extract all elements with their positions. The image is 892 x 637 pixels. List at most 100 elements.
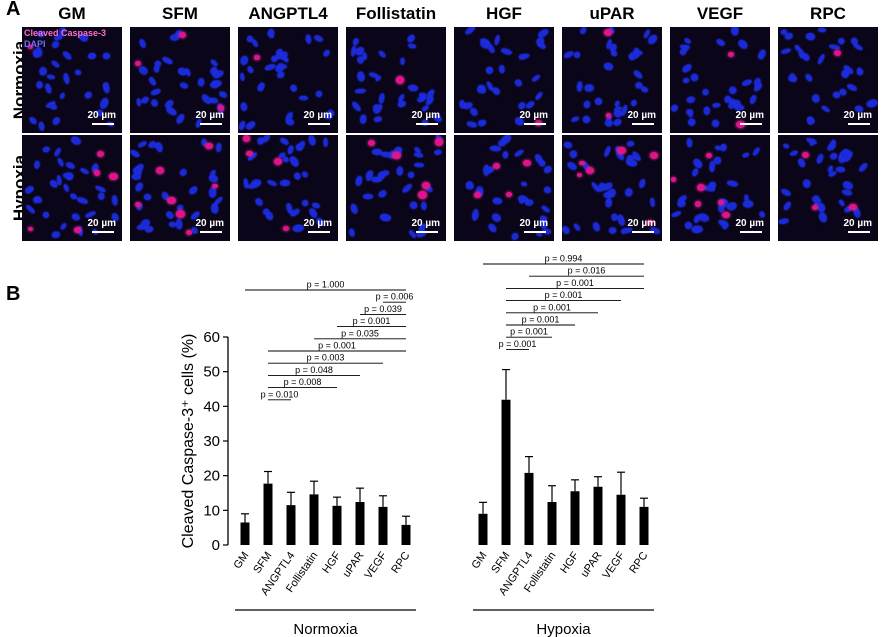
micrograph-normoxia-angptl4: 20 µm [238,27,338,133]
scale-bar-label: 20 µm [87,218,116,229]
legend-cleaved-caspase-3: Cleaved Caspase-3 [24,28,107,38]
micrograph-hypoxia-follistatin: 20 µm [346,135,446,241]
scale-bar-label: 20 µm [87,110,116,121]
group-label-normoxia: Normoxia [293,621,358,637]
y-tick-label: 50 [203,364,220,381]
micrograph-hypoxia-hgf: 20 µm [454,135,554,241]
legend-dapi: DAPI [24,39,46,49]
comparison-p-value: p = 0.003 [307,353,345,363]
scale-bar-line [200,123,222,125]
micrograph-normoxia-sfm: 20 µm [130,27,230,133]
comparison-p-value: p = 0.006 [376,292,414,302]
comparison-p-value: p = 1.000 [307,280,345,290]
x-tick-label: RPC [627,550,650,576]
comparison-p-value: p = 0.001 [499,339,537,349]
column-title-angptl4: ANGPTL4 [248,4,328,23]
panel-a-letter: A [6,0,21,20]
micrograph-normoxia-gm: 20 µm Cleaved Caspase-3 DAPI [22,27,122,133]
scale-bar-line [416,231,438,233]
bar-hypoxia-angptl4 [524,472,534,545]
bar-hypoxia-follistatin [547,502,557,545]
scale-bar-label: 20 µm [627,218,656,229]
scale-bar-line [632,123,654,125]
panel-b-letter: B [6,283,20,305]
scale-bar-label: 20 µm [735,110,764,121]
scale-bar-label: 20 µm [843,218,872,229]
bar-hypoxia-vegf [616,494,626,545]
scale-bar-label: 20 µm [735,218,764,229]
scale-bar-label: 20 µm [843,110,872,121]
comparison-p-value: p = 0.039 [364,304,402,314]
column-title-vegf: VEGF [696,4,744,23]
x-tick-label: GM [231,550,251,571]
column-title-hgf: HGF [486,4,522,23]
column-title-rpc: RPC [810,4,846,23]
column-title-sfm: SFM [162,4,198,23]
scale-bar-label: 20 µm [303,110,332,121]
scale-bar-label: 20 µm [195,110,224,121]
comparison-p-value: p = 0.001 [510,327,548,337]
bar-hypoxia-gm [478,513,488,545]
y-tick-label: 30 [203,433,220,450]
y-tick-label: 0 [212,537,220,554]
bar-normoxia-follistatin [309,494,319,545]
micrograph-normoxia-rpc: 20 µm [778,27,878,133]
bar-normoxia-vegf [378,506,388,545]
comparison-p-value: p = 0.001 [545,290,583,300]
comparison-p-value: p = 0.035 [341,328,379,338]
scale-bar-label: 20 µm [411,110,440,121]
scale-bar-line [632,231,654,233]
y-axis-label: Cleaved Caspase-3⁺ cells (%) [180,334,197,549]
scale-bar-line [848,123,870,125]
scale-bar-label: 20 µm [627,110,656,121]
bar-normoxia-upar [355,502,365,545]
x-tick-label: VEGF [600,550,627,582]
x-tick-label: SFM [489,550,512,576]
x-tick-label: SFM [251,550,274,576]
bar-normoxia-rpc [401,524,411,545]
micrograph-normoxia-vegf: 20 µm [670,27,770,133]
scale-bar-line [200,231,222,233]
micrograph-hypoxia-sfm: 20 µm [130,135,230,241]
comparison-p-value: p = 0.001 [318,341,356,351]
bar-hypoxia-hgf [570,491,580,545]
group-label-hypoxia: Hypoxia [536,621,591,637]
comparison-p-value: p = 0.001 [556,278,594,288]
bar-hypoxia-upar [593,486,603,545]
column-title-upar: uPAR [589,4,635,23]
comparison-p-value: p = 0.001 [522,315,560,325]
scale-bar-line [740,123,762,125]
bar-normoxia-angptl4 [286,505,296,545]
scale-bar-label: 20 µm [519,218,548,229]
comparison-p-value: p = 0.010 [261,389,299,399]
y-tick-label: 60 [203,329,220,346]
micrograph-hypoxia-rpc: 20 µm [778,135,878,241]
comparison-p-value: p = 0.048 [295,365,333,375]
scale-bar-label: 20 µm [519,110,548,121]
scale-bar-line [92,123,114,125]
comparison-p-value: p = 0.001 [533,302,571,312]
scale-bar-label: 20 µm [411,218,440,229]
micrograph-hypoxia-gm: 20 µm [22,135,122,241]
scale-bar-label: 20 µm [303,218,332,229]
column-title-follistatin: Follistatin [355,4,437,23]
bar-normoxia-gm [240,522,250,545]
bar-normoxia-sfm [263,483,273,545]
y-tick-label: 40 [203,398,220,415]
scale-bar-line [524,231,546,233]
panel-a-micrographs: A GM SFM ANGPTL4 Follistatin HGF uPAR VEGF RPC … [0,0,892,250]
panel-b-bar-chart: B 0 10 20 30 40 50 60 Cleaved Caspase-3⁺ cells (… [6,254,654,637]
x-tick-label: RPC [389,550,412,576]
column-title-gm: GM [58,4,86,23]
micrograph-hypoxia-vegf: 20 µm [670,135,770,241]
comparison-p-value: p = 0.016 [568,266,606,276]
bar-hypoxia-sfm [501,399,511,545]
scale-bar-label: 20 µm [195,218,224,229]
micrograph-hypoxia-angptl4: 20 µm [238,135,338,241]
micrograph-normoxia-upar: 20 µm [562,27,662,133]
micrograph-normoxia-follistatin: 20 µm [346,27,446,133]
scale-bar-line [308,231,330,233]
scale-bar-line [740,231,762,233]
scale-bar-line [416,123,438,125]
micrograph-hypoxia-upar: 20 µm [562,135,662,241]
